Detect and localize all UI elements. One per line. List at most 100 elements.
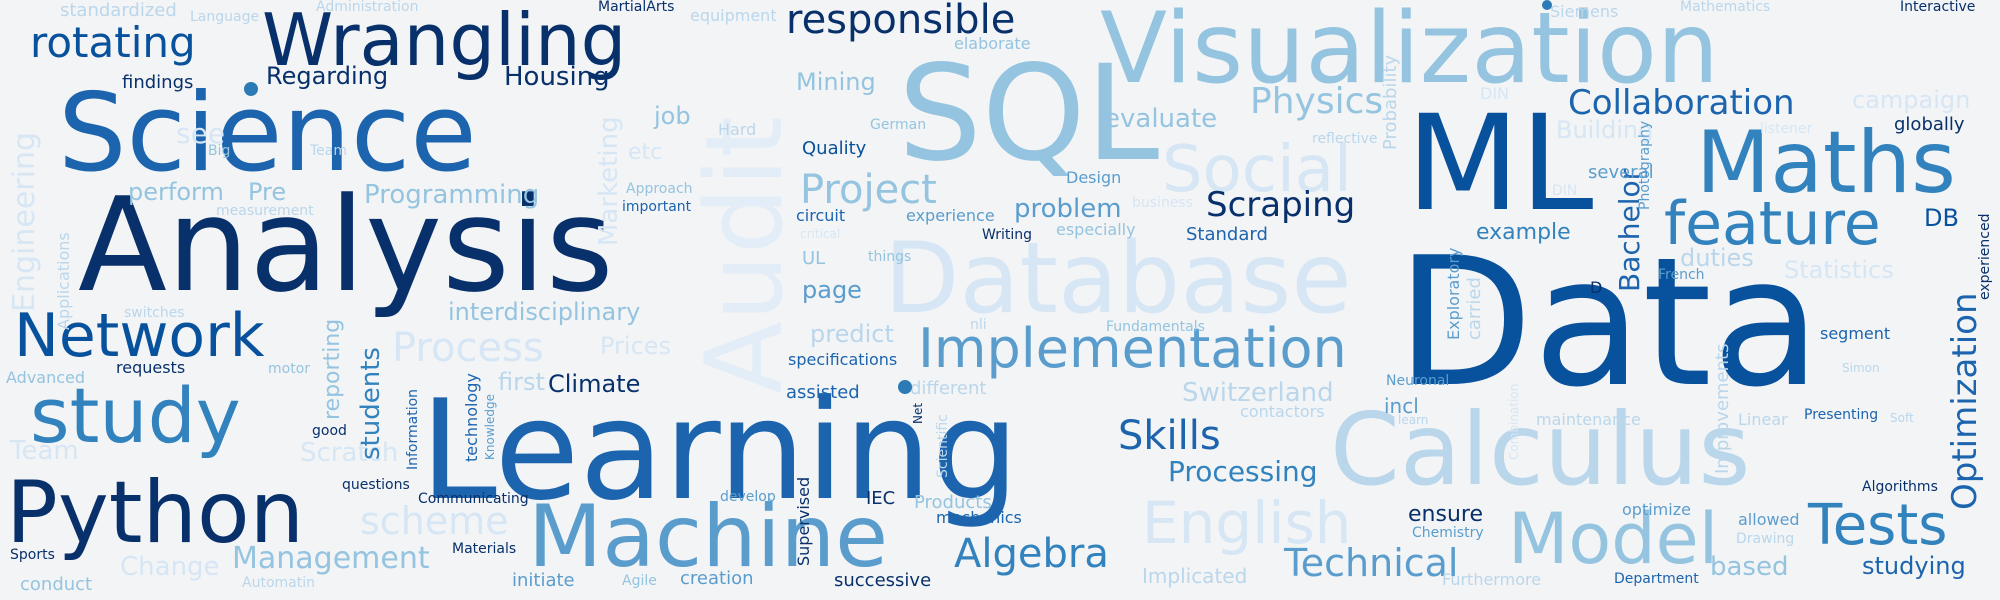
- word-motor: motor: [268, 361, 311, 377]
- word-department: Department: [1614, 571, 1699, 587]
- word-assisted: assisted: [786, 382, 860, 403]
- word-presenting: Presenting: [1804, 407, 1879, 423]
- word-ml: ML: [1406, 87, 1594, 241]
- word-communicating: Communicating: [418, 491, 529, 507]
- word-creation: creation: [680, 568, 754, 589]
- word-maths: Maths: [1696, 113, 1956, 213]
- word-approach: Approach: [626, 181, 693, 197]
- word-learning: Learning: [420, 370, 1020, 531]
- word-project: Project: [800, 167, 937, 213]
- word-advanced: Advanced: [6, 368, 86, 387]
- word-interdisciplinary: interdisciplinary: [448, 298, 641, 326]
- word-example: example: [1476, 220, 1571, 245]
- word-iec: IEC: [866, 488, 896, 509]
- word-chemistry: Chemistry: [1412, 525, 1484, 541]
- word-writing: Writing: [982, 227, 1032, 243]
- word-supervised: Supervised: [794, 476, 813, 566]
- word-scraping: Scraping: [1206, 185, 1356, 225]
- word-nli: nli: [970, 317, 987, 333]
- word-prices: Prices: [600, 332, 672, 360]
- word-optimization: Optimization: [1945, 292, 1985, 511]
- word-globally: globally: [1894, 114, 1965, 135]
- word-duties: duties: [1680, 244, 1754, 272]
- dot-marker: [1542, 0, 1552, 10]
- word-siemens: Siemens: [1550, 2, 1619, 21]
- word-science: Science: [58, 71, 477, 196]
- word-network: Network: [14, 301, 265, 371]
- dot-marker: [898, 380, 912, 394]
- word-allowed: allowed: [1738, 510, 1800, 529]
- word-important: important: [622, 199, 692, 215]
- word-mathematics: Mathematics: [1680, 0, 1771, 15]
- word-simon: Simon: [1842, 361, 1880, 375]
- word-social: Social: [1162, 133, 1352, 207]
- word-analysis: Analysis: [78, 169, 614, 321]
- dot-marker: [244, 82, 258, 96]
- word-database: Database: [884, 222, 1352, 336]
- word-programming: Programming: [364, 180, 540, 210]
- word-processing: Processing: [1168, 455, 1318, 488]
- word-standardized: standardized: [60, 0, 177, 21]
- word-different: different: [910, 378, 987, 399]
- word-predict: predict: [810, 320, 894, 348]
- word-rotating: rotating: [30, 18, 196, 67]
- word-job: job: [654, 102, 691, 130]
- word-switzerland: Switzerland: [1182, 378, 1334, 408]
- word-data: Data: [1396, 219, 1822, 426]
- word-specifications: specifications: [788, 350, 898, 369]
- word-ensure: ensure: [1408, 502, 1483, 527]
- word-marketing: Marketing: [594, 116, 624, 246]
- word-learn: learn: [1398, 413, 1429, 427]
- word-applications: Applications: [54, 232, 73, 330]
- word-conduct: conduct: [20, 574, 93, 595]
- word-german: German: [870, 117, 927, 133]
- word-process: Process: [392, 325, 544, 371]
- word-implementation: Implementation: [918, 317, 1347, 380]
- word-ul: UL: [802, 248, 826, 269]
- word-english: English: [1142, 489, 1352, 557]
- word-team: Team: [310, 143, 348, 159]
- word-standard: Standard: [1186, 224, 1268, 245]
- word-technical: Technical: [1284, 541, 1459, 585]
- word-change: Change: [120, 552, 220, 582]
- word-furthermore: Furthermore: [1442, 570, 1542, 589]
- word-net: Net: [911, 402, 925, 424]
- word-engineering: Engineering: [7, 132, 42, 312]
- word-wrangling: Wrangling: [262, 0, 627, 82]
- word-optimize: optimize: [1622, 500, 1691, 519]
- word-measurement: measurement: [216, 203, 314, 219]
- word-information: Information: [405, 388, 421, 470]
- word-hard: Hard: [718, 120, 757, 139]
- word-several: several: [1588, 162, 1654, 183]
- word-climate: Climate: [548, 370, 641, 398]
- word-page: page: [802, 276, 862, 304]
- word-french: French: [1658, 267, 1705, 283]
- word-reflective: reflective: [1312, 131, 1378, 147]
- word-sql: SQL: [898, 37, 1160, 191]
- word-incl: incl: [1384, 394, 1419, 418]
- word-martialarts: MartialArts: [598, 0, 675, 15]
- word-physics: Physics: [1250, 81, 1384, 122]
- word-listener: listener: [1760, 121, 1813, 137]
- word-automatin: Automatin: [242, 575, 315, 591]
- word-studying: studying: [1862, 552, 1966, 580]
- word-perform: perform: [128, 178, 224, 206]
- word-combination: Combination: [1507, 383, 1521, 460]
- word-mining: Mining: [796, 68, 876, 96]
- word-campaign: campaign: [1852, 86, 1971, 114]
- word-model: Model: [1508, 498, 1719, 580]
- word-first: first: [498, 368, 545, 396]
- word-technology: technology: [462, 373, 481, 462]
- word-machine: Machine: [528, 487, 888, 587]
- word-interactive: Interactive: [1900, 0, 1976, 15]
- word-calculus: Calculus: [1330, 391, 1751, 508]
- word-products: Products: [914, 492, 992, 513]
- word-study: study: [30, 371, 241, 460]
- word-scratch: Scratch: [300, 438, 399, 468]
- word-equipment: equipment: [690, 6, 777, 25]
- word-knowledge: Knowledge: [483, 394, 497, 460]
- word-mechanics: mechanics: [936, 508, 1022, 527]
- word-questions: questions: [342, 477, 410, 493]
- word-regarding: Regarding: [266, 62, 389, 90]
- word-students: students: [356, 347, 386, 460]
